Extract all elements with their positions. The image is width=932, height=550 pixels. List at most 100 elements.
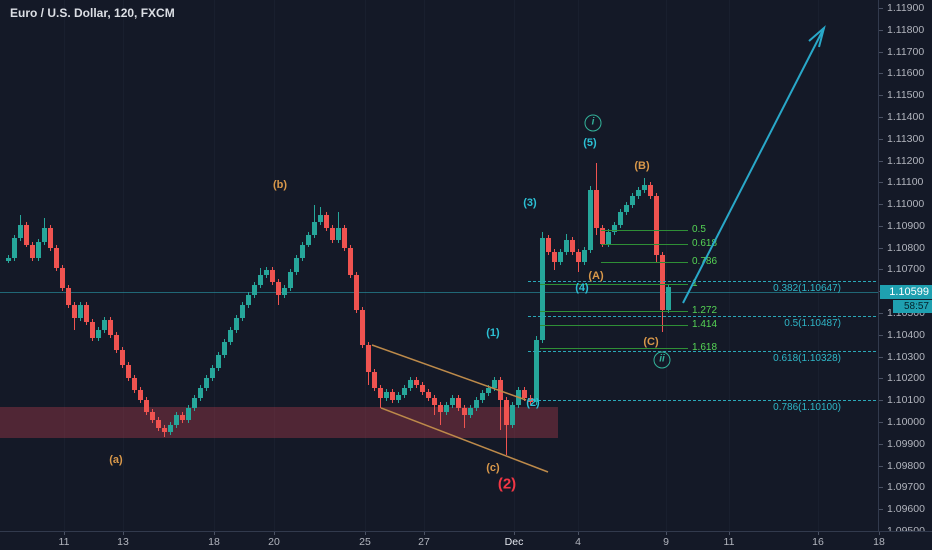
- price-axis-label: 1.10900: [887, 220, 925, 232]
- fib-level-label[interactable]: 1: [692, 278, 698, 289]
- channel-trendline-lower[interactable]: [380, 407, 549, 473]
- price-axis-tick: [879, 269, 883, 270]
- candle: [72, 305, 77, 319]
- candle: [324, 215, 329, 229]
- fib-retracement-label[interactable]: 0.786(1.10100): [773, 402, 841, 413]
- symbol-legend[interactable]: Euro / U.S. Dollar, 120, FXCM: [10, 6, 175, 20]
- wave-label[interactable]: (a): [109, 454, 123, 466]
- candle-wick: [434, 395, 435, 416]
- candle: [204, 377, 209, 388]
- time-axis-tick: [729, 532, 730, 535]
- price-axis-tick: [879, 139, 883, 140]
- current-price-line: [0, 292, 878, 293]
- drawings-overlay: [371, 25, 826, 473]
- price-axis-label: 1.11900: [887, 2, 925, 14]
- gridline: [729, 0, 730, 531]
- fib-level-label[interactable]: 1.618: [692, 342, 718, 353]
- candle: [420, 384, 425, 392]
- candle: [228, 330, 233, 343]
- candle: [444, 405, 449, 412]
- wave-label[interactable]: i: [584, 114, 602, 132]
- fib-retracement-line[interactable]: [528, 316, 876, 317]
- time-axis[interactable]: 11 13 18 20 25 27 Dec 4 9 11 16 18: [0, 531, 932, 550]
- time-axis-tick: [123, 532, 124, 535]
- price-axis-tick: [879, 204, 883, 205]
- wave-label[interactable]: (3): [523, 197, 537, 209]
- time-axis-tick: [879, 532, 880, 535]
- time-axis-label: 9: [663, 536, 669, 548]
- price-axis-label: 1.09800: [887, 460, 925, 472]
- candle: [636, 189, 641, 197]
- wave-label[interactable]: ii: [653, 351, 671, 369]
- candle: [174, 415, 179, 426]
- candle: [432, 398, 437, 405]
- candle: [180, 415, 185, 421]
- fib-level-label[interactable]: 0.5: [692, 224, 706, 235]
- wave-label[interactable]: (c): [486, 462, 500, 474]
- price-axis[interactable]: 1.11900 1.11800 1.11700 1.11600 1.11500 1.114…: [878, 0, 932, 550]
- fib-level-line[interactable]: [540, 311, 688, 312]
- fib-level-line[interactable]: [540, 284, 688, 285]
- wave-label[interactable]: (B): [634, 160, 650, 172]
- candle: [240, 305, 245, 319]
- fib-retracement-line[interactable]: [528, 281, 876, 282]
- price-axis-label: 1.11000: [887, 198, 925, 210]
- time-axis-label: Dec: [504, 536, 524, 548]
- fib-retracement-line[interactable]: [528, 400, 876, 401]
- candle: [372, 371, 377, 388]
- candle: [414, 379, 419, 385]
- candle: [102, 320, 107, 331]
- fib-level-line[interactable]: [601, 244, 688, 245]
- time-axis-label: 18: [873, 536, 885, 548]
- fib-level-line[interactable]: [601, 230, 688, 231]
- price-axis-tick: [879, 400, 883, 401]
- candle: [60, 267, 65, 288]
- fib-retracement-label[interactable]: 0.618(1.10328): [773, 353, 841, 364]
- time-axis-label: 16: [812, 536, 824, 548]
- projection-arrow[interactable]: [682, 27, 825, 304]
- wave-label[interactable]: (4): [575, 282, 589, 294]
- candle: [132, 377, 137, 390]
- candle: [144, 400, 149, 412]
- time-axis-tick: [578, 532, 579, 535]
- price-axis-label: 1.11600: [887, 67, 925, 79]
- fib-level-line[interactable]: [540, 348, 688, 349]
- price-axis-label: 1.09900: [887, 438, 925, 450]
- candle: [108, 320, 113, 336]
- candle: [150, 411, 155, 421]
- fib-level-label[interactable]: 0.618: [692, 238, 718, 249]
- wave-label[interactable]: (2): [497, 475, 517, 493]
- fib-level-label[interactable]: 1.414: [692, 319, 718, 330]
- fib-retracement-label[interactable]: 0.5(1.10487): [784, 318, 841, 329]
- candle: [486, 388, 491, 394]
- price-axis-label: 1.10000: [887, 416, 925, 428]
- wave-label[interactable]: (b): [272, 179, 288, 191]
- projection-arrow-head[interactable]: [808, 25, 826, 48]
- wave-label[interactable]: (A): [588, 270, 604, 282]
- wave-label[interactable]: (5): [583, 137, 597, 149]
- fib-level-line[interactable]: [601, 262, 688, 263]
- wave-label[interactable]: (C): [643, 336, 659, 348]
- time-axis-label: 11: [723, 536, 735, 548]
- fib-retracement-label[interactable]: 0.382(1.10647): [773, 283, 841, 294]
- candle: [36, 242, 41, 258]
- wave-label[interactable]: (1): [486, 327, 500, 339]
- candle: [294, 257, 299, 273]
- fib-level-line[interactable]: [540, 325, 688, 326]
- price-axis-label: 1.09700: [887, 481, 925, 493]
- price-axis-tick: [879, 509, 883, 510]
- price-axis-tick: [879, 487, 883, 488]
- wave-label[interactable]: (2): [526, 397, 540, 409]
- candle: [12, 237, 17, 258]
- price-axis-label: 1.11400: [887, 111, 925, 123]
- candle-wick: [314, 205, 315, 238]
- chart-pane[interactable]: 0.50.6180.78611.2721.4141.6180.382(1.106…: [0, 0, 878, 531]
- candle: [528, 398, 533, 402]
- price-axis-tick: [879, 117, 883, 118]
- time-axis-tick: [365, 532, 366, 535]
- time-axis-tick: [514, 532, 515, 535]
- channel-trendline-upper[interactable]: [371, 344, 527, 401]
- fib-level-label[interactable]: 1.272: [692, 305, 718, 316]
- fib-retracement-line[interactable]: [528, 351, 876, 352]
